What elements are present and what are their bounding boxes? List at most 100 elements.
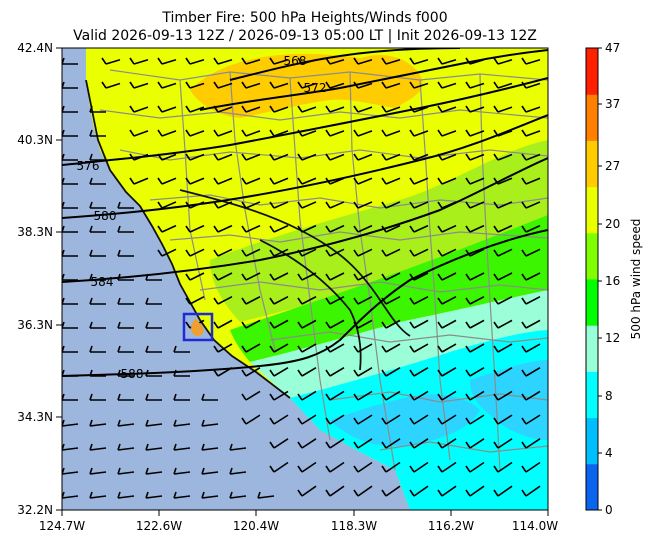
wind-barb [493,295,513,305]
wind-barb [145,443,163,451]
wind-barb [129,177,149,185]
wind-barb [409,177,429,185]
wind-band-deepcyan [330,394,480,447]
colorbar-tick-label: 4 [605,446,613,460]
contour-labels: 568 572 576 580 584 588 [77,54,327,381]
wind-barb [409,153,429,161]
wind-barb [381,129,401,137]
wind-barb [325,57,345,65]
wind-barb [185,248,205,257]
lat-tick-label: 34.3N [17,410,53,424]
colorbar-tick-label: 12 [605,331,620,345]
wind-barb [89,177,106,185]
wind-barb [325,367,345,377]
wind-barb [381,485,401,497]
colorbar-tick-label: 0 [605,503,613,517]
wind-barb [521,390,541,401]
wind-barb [381,390,401,401]
wind-barb [269,390,289,401]
wind-barb [437,367,457,377]
wind-barb [325,201,345,209]
wind-barb [145,467,163,475]
wind-barb [185,105,205,113]
wind-barbs [62,57,541,499]
wind-barb [493,201,513,209]
wind-barb [213,224,233,233]
wind-barb [157,248,177,257]
wind-barb [381,343,401,353]
wind-barb [353,129,373,137]
wind-barb [157,105,177,113]
wind-barb [157,57,177,65]
wind-barb [297,272,317,281]
wind-barb [173,419,191,427]
wind-barb [145,491,163,499]
wind-barb [521,224,541,233]
wind-barb [117,273,134,281]
wind-barb [353,295,373,305]
colorbar-segment [586,48,598,95]
wind-barb [145,419,163,427]
wind-barb [201,443,219,451]
wind-barb [325,414,345,425]
wind-barb [409,201,429,209]
wind-barb [213,201,233,209]
wind-barb [493,224,513,233]
wind-barb [493,319,513,329]
wind-barb [353,153,373,161]
wind-barb [409,81,429,89]
wind-barb [325,390,345,401]
wind-barb [353,248,373,257]
wind-barb [521,414,541,425]
lon-tick-label: 120.4W [233,519,279,533]
wind-barb [241,295,261,305]
colorbar-tick-label: 20 [605,217,620,231]
wind-barb [325,438,345,449]
wind-barb [465,57,485,65]
wind-barb [521,485,541,497]
lon-tick-label: 124.7W [39,519,85,533]
wind-barb [381,438,401,449]
wind-barb [145,297,162,305]
wind-barb [241,177,261,185]
wind-barb [381,367,401,377]
wind-barb [409,105,429,113]
wind-barb [185,295,205,305]
wind-barb [89,467,107,475]
wind-barb [437,390,457,401]
colorbar-frame [585,47,599,511]
wind-barb [213,153,233,161]
wind-barb [437,105,457,113]
wind-barb [185,201,205,209]
wind-barb [117,201,134,209]
wind-barb [493,461,513,473]
wind-barb [297,367,317,377]
wind-barb [129,105,149,113]
wind-barb [325,485,345,497]
wind-barb [89,297,106,305]
wind-barb [89,393,106,401]
wind-barb [297,153,317,161]
wind-barb [325,295,345,305]
wind-barb [89,105,106,113]
wind-barb [437,414,457,425]
colorbar-tick-label: 47 [605,41,620,55]
wind-barb [521,105,541,113]
wind-barb [129,81,149,89]
colorbar-tick-label: 27 [605,159,620,173]
wind-barb [325,153,345,161]
wind-barb [297,343,317,353]
wind-barb [437,461,457,473]
wind-barb [409,129,429,137]
wind-barb [269,248,289,257]
wind-barb [117,345,134,353]
wind-barb [173,345,190,353]
wind-barb [465,177,485,185]
wind-barb [409,485,429,497]
wind-barb [353,272,373,281]
wind-barb [465,485,485,497]
wind-barb [101,57,121,65]
lat-axis: 42.4N 40.3N 38.3N 36.3N 34.3N 32.2N [17,41,62,517]
wind-barb [201,491,219,499]
wind-barb [297,414,317,425]
